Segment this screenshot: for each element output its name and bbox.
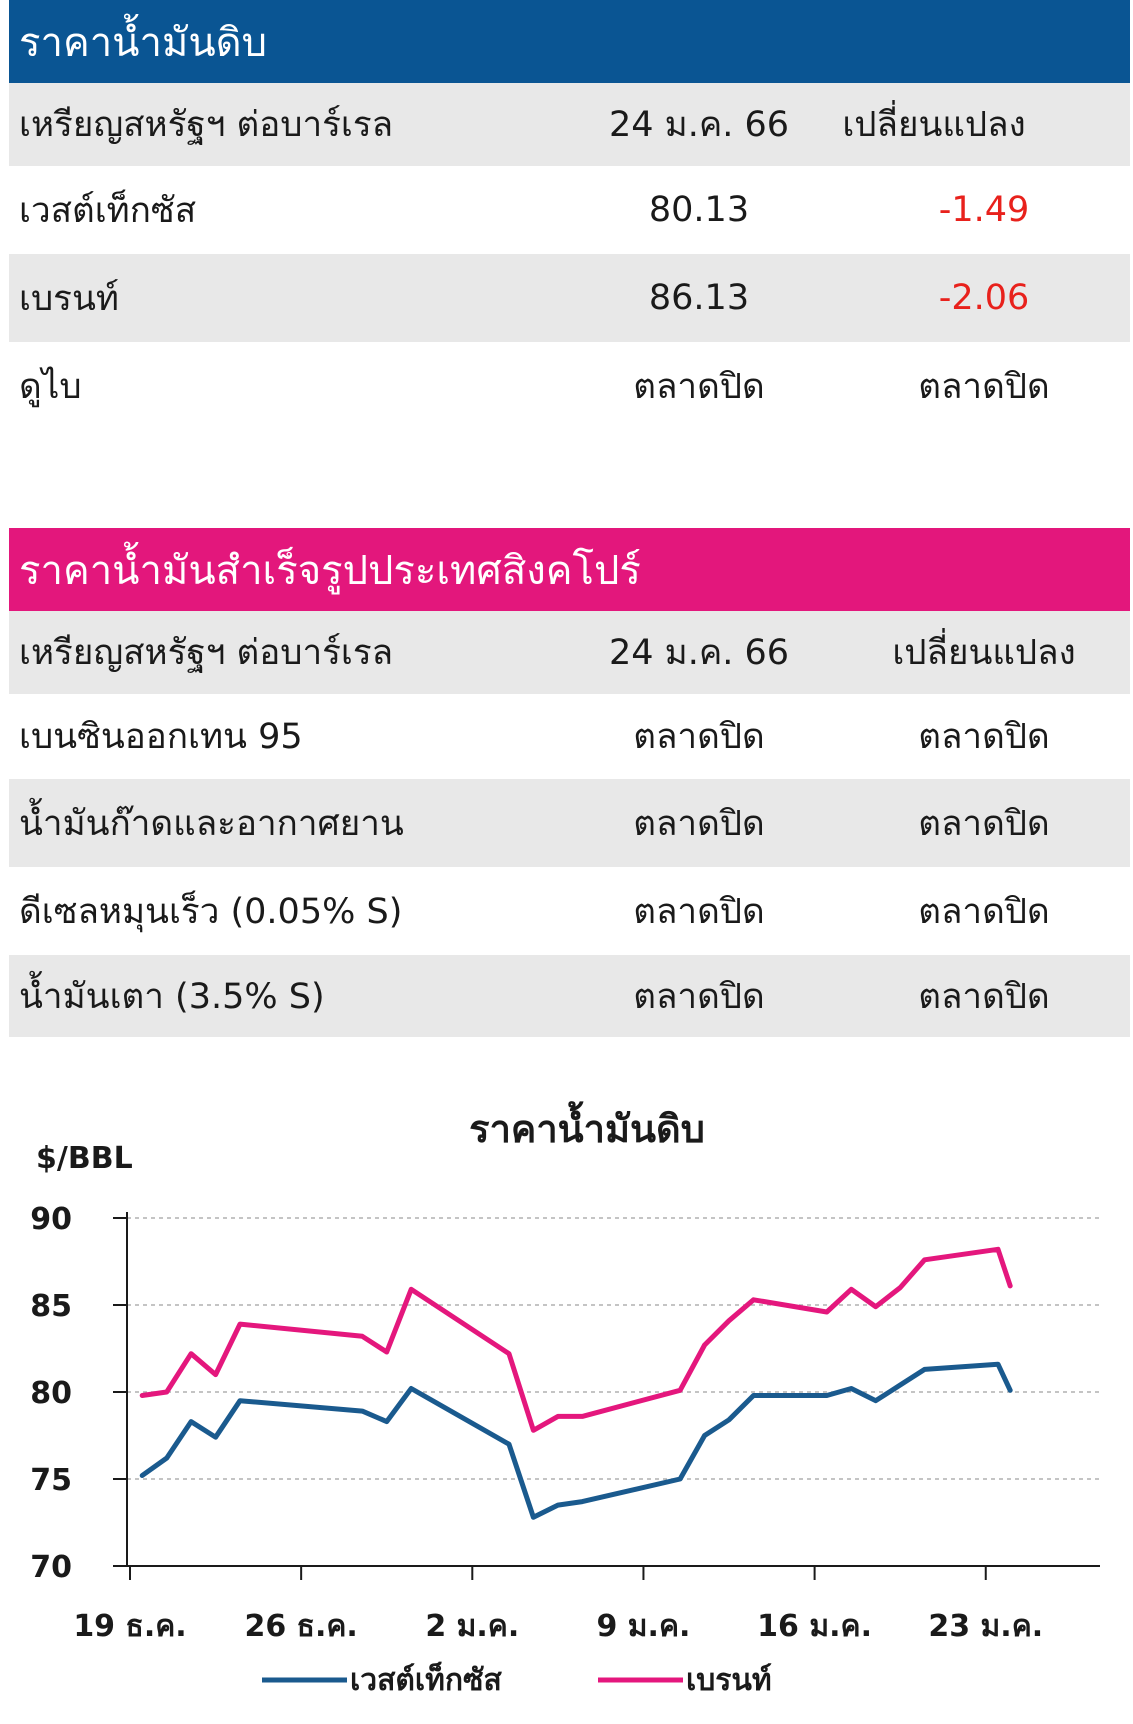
x-tick-label: 19 ธ.ค.: [73, 1609, 186, 1644]
row-name: เบรนท์: [19, 278, 119, 319]
legend-label: เวสต์เท็กซัส: [350, 1661, 502, 1698]
change-header: เปลี่ยนแปลง: [842, 105, 1026, 145]
x-tick-label: 26 ธ.ค.: [244, 1609, 357, 1644]
x-tick-label: 2 ม.ค.: [425, 1609, 519, 1644]
crude-oil-title: ราคาน้ำมันดิบ: [9, 0, 1130, 83]
date-header: 24 ม.ค. 66: [608, 105, 790, 145]
row-price: ตลาดปิด: [633, 366, 765, 407]
singapore-title: ราคาน้ำมันสำเร็จรูปประเทศสิงคโปร์: [9, 528, 1130, 611]
date-header: 24 ม.ค. 66: [608, 633, 790, 673]
row-name: น้ำมันเตา (3.5% S): [19, 976, 325, 1017]
row-price: 80.13: [648, 190, 750, 230]
unit-header: เหรียญสหรัฐฯ ต่อบาร์เรล: [19, 105, 394, 145]
row-name: ดีเซลหมุนเร็ว (0.05% S): [19, 891, 403, 932]
unit-header: เหรียญสหรัฐฯ ต่อบาร์เรล: [19, 633, 394, 673]
table-row: น้ำมันเตา (3.5% S) ตลาดปิด ตลาดปิด: [9, 955, 1130, 1037]
chart-title: ราคาน้ำมันดิบ: [469, 1101, 705, 1151]
row-change: ตลาดปิด: [918, 976, 1050, 1017]
row-price: 86.13: [648, 278, 750, 318]
row-price: ตลาดปิด: [633, 891, 765, 932]
row-change: -2.06: [938, 278, 1030, 318]
row-change: -1.49: [938, 190, 1030, 230]
legend-label: เบรนท์: [686, 1663, 772, 1698]
x-tick-label: 9 ม.ค.: [596, 1609, 690, 1644]
y-tick-label: 70: [30, 1550, 72, 1585]
table-row: เบรนท์ 86.13 -2.06: [9, 254, 1130, 342]
row-price: ตลาดปิด: [633, 976, 765, 1017]
row-change: ตลาดปิด: [918, 366, 1050, 407]
row-name: เวสต์เท็กซัส: [19, 190, 197, 231]
row-change: ตลาดปิด: [918, 803, 1050, 844]
table-row: เวสต์เท็กซัส 80.13 -1.49: [9, 166, 1130, 254]
y-tick-label: 85: [30, 1289, 72, 1324]
table-row: ดูไบ ตลาดปิด ตลาดปิด: [9, 342, 1130, 430]
y-tick-label: 90: [30, 1202, 72, 1237]
x-tick-label: 16 ม.ค.: [757, 1609, 872, 1644]
series-line-brent: [139, 1246, 1013, 1433]
y-tick-label: 75: [30, 1463, 72, 1498]
table-row: เบนซินออกเทน 95 ตลาดปิด ตลาดปิด: [9, 694, 1130, 779]
singapore-header-row: เหรียญสหรัฐฯ ต่อบาร์เรล 24 ม.ค. 66 เปลี่…: [9, 611, 1130, 694]
crude-oil-header-row: เหรียญสหรัฐฯ ต่อบาร์เรล 24 ม.ค. 66 เปลี่…: [9, 83, 1130, 166]
row-name: เบนซินออกเทน 95: [19, 717, 303, 757]
singapore-table: ราคาน้ำมันสำเร็จรูปประเทศสิงคโปร์ เหรียญ…: [9, 528, 1130, 1037]
table-row: น้ำมันก๊าดและอากาศยาน ตลาดปิด ตลาดปิด: [9, 779, 1130, 867]
row-change: ตลาดปิด: [918, 891, 1050, 932]
row-name: น้ำมันก๊าดและอากาศยาน: [19, 803, 404, 844]
x-tick-label: 23 ม.ค.: [928, 1609, 1043, 1644]
y-tick-label: 80: [30, 1376, 72, 1411]
y-axis-label: $/BBL: [36, 1141, 133, 1176]
crude-oil-price-chart: ราคาน้ำมันดิบ $/BBL 70 75 80 85 90 19 ธ.ค. 26…: [30, 1101, 1100, 1698]
row-price: ตลาดปิด: [633, 803, 765, 844]
row-name: ดูไบ: [19, 366, 82, 407]
row-change: ตลาดปิด: [918, 717, 1050, 757]
table-row: ดีเซลหมุนเร็ว (0.05% S) ตลาดปิด ตลาดปิด: [9, 867, 1130, 955]
crude-oil-table: ราคาน้ำมันดิบ เหรียญสหรัฐฯ ต่อบาร์เรล 24…: [9, 0, 1130, 430]
change-header: เปลี่ยนแปลง: [892, 633, 1076, 673]
series-line-wti: [139, 1361, 1013, 1520]
row-price: ตลาดปิด: [633, 717, 765, 757]
